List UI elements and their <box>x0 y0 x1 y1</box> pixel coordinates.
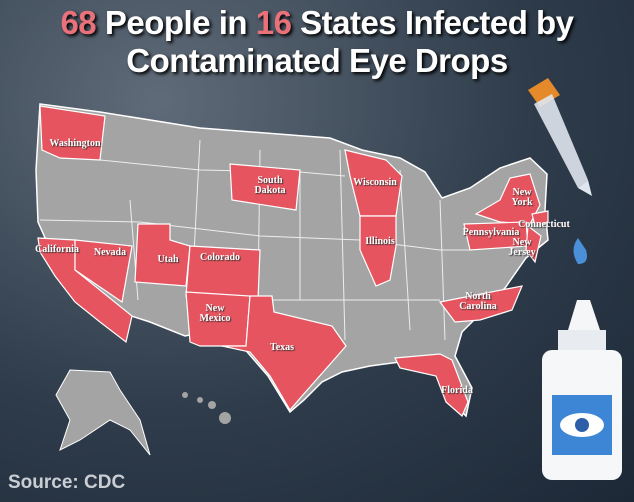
infected-states <box>37 105 549 417</box>
state-label: Florida <box>441 386 473 396</box>
alaska <box>55 369 151 456</box>
state-label: New York <box>511 188 532 208</box>
state-label: California <box>35 245 79 255</box>
state-label: North Carolina <box>459 292 497 312</box>
state-label-line: Pennsylvania <box>462 227 520 238</box>
state-label-line: Florida <box>441 385 473 396</box>
state-label: Texas <box>270 343 294 353</box>
state-label: Colorado <box>200 253 240 263</box>
title: 68 People in 16 States Infected by Contam… <box>0 4 634 80</box>
state-label-line: Illinois <box>365 236 395 247</box>
state-label-line: Wisconsin <box>353 177 397 188</box>
title-text: States Infected by <box>300 4 574 41</box>
state-label-line: California <box>35 244 79 255</box>
state-label-line: North <box>465 291 491 302</box>
state-label: Nevada <box>94 248 126 258</box>
bottle <box>542 300 622 480</box>
state-label-line: Dakota <box>254 185 286 196</box>
state-label-line: New <box>512 237 532 248</box>
state-label: Utah <box>157 255 178 265</box>
us-outline <box>35 103 549 418</box>
dropper <box>528 78 592 264</box>
state-label: Illinois <box>365 237 394 247</box>
state-label-line: Washington <box>49 138 101 149</box>
title-number: 16 <box>255 4 292 41</box>
state-label: Connecticut <box>518 220 570 230</box>
title-number: 68 <box>60 4 97 41</box>
state-label-line: Carolina <box>459 301 497 312</box>
state-label-line: Utah <box>157 254 179 265</box>
hawaii <box>182 392 231 424</box>
state-label: Pennsylvania <box>463 228 520 238</box>
state-label-line: Connecticut <box>518 219 570 230</box>
state-label-line: Texas <box>269 342 295 353</box>
title-line: Contaminated Eye Drops <box>126 42 508 79</box>
state-label-line: Mexico <box>199 313 231 324</box>
state-label: New Mexico <box>199 304 230 324</box>
state-label-line: Colorado <box>200 252 240 263</box>
state-label-line: York <box>511 197 533 208</box>
state-label-line: South <box>257 175 283 186</box>
title-line: 68 People in 16 States Infected by <box>0 4 634 42</box>
state-label: South Dakota <box>254 176 285 196</box>
state-label: Wisconsin <box>353 178 397 188</box>
source: Source: CDC <box>8 472 126 493</box>
state-label-line: New <box>512 187 532 198</box>
title-text: People in <box>104 4 248 41</box>
state-label: New Jersey <box>508 238 535 258</box>
state-label-line: Jersey <box>508 247 536 258</box>
state-label: Washington <box>49 139 100 149</box>
state-label-line: New <box>205 303 225 314</box>
state-label-line: Nevada <box>93 247 127 258</box>
